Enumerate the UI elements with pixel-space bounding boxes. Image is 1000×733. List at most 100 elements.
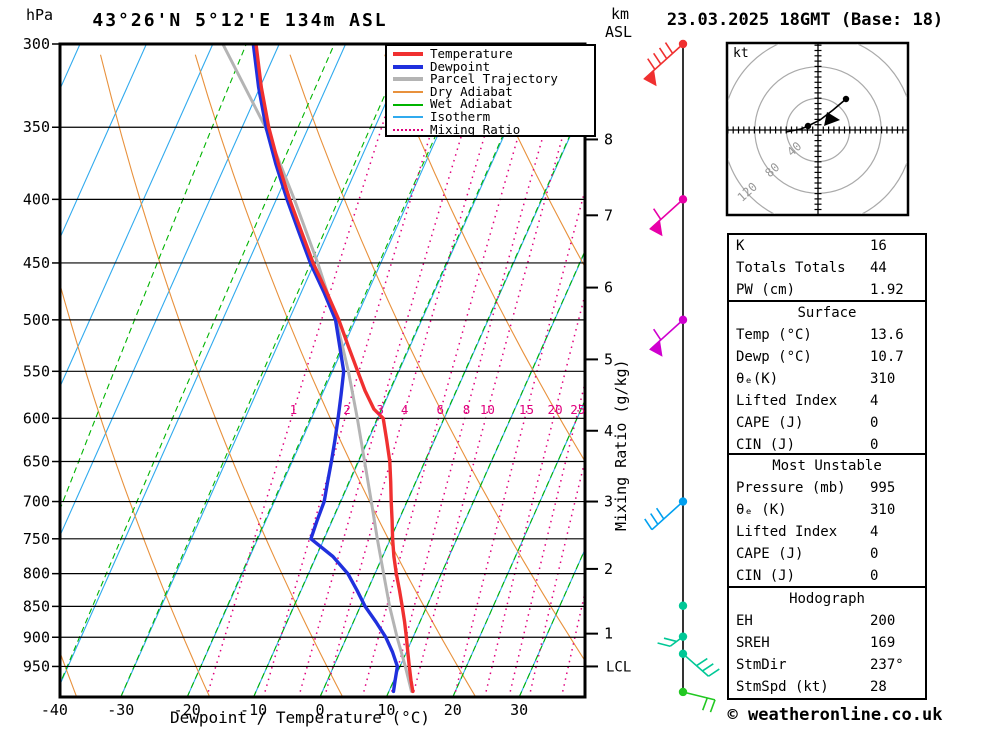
svg-text:-40: -40 — [41, 701, 68, 719]
legend-label: Dewpoint — [430, 58, 491, 74]
legend-label: Wet Adiabat — [430, 96, 513, 112]
svg-text:400: 400 — [23, 190, 50, 208]
table-header: Hodograph — [789, 591, 865, 607]
svg-text:1: 1 — [290, 402, 298, 417]
legend-item: Mixing Ratio — [387, 123, 594, 137]
row-value: 310 — [870, 371, 896, 387]
row-value: 0 — [870, 415, 879, 431]
row-label: CIN (J) — [736, 568, 796, 584]
svg-text:6: 6 — [604, 279, 613, 297]
storm-motion-arrow — [824, 112, 840, 126]
table-row: Lifted Index 4 — [729, 390, 925, 412]
svg-text:300: 300 — [23, 35, 50, 53]
svg-text:10: 10 — [377, 701, 395, 719]
svg-text:20: 20 — [548, 402, 563, 417]
svg-text:500: 500 — [23, 311, 50, 329]
km-axis-unit-label: km — [611, 5, 630, 23]
dewpoint-curve — [251, 44, 400, 694]
row-value: 237° — [870, 657, 904, 673]
dry-adiabats — [60, 54, 585, 697]
legend-label: Dry Adiabat — [430, 83, 513, 99]
legend-item: Dewpoint — [387, 58, 594, 74]
row-value: 4 — [870, 524, 879, 540]
svg-text:30: 30 — [510, 701, 528, 719]
row-label: Lifted Index — [736, 524, 838, 540]
svg-text:10: 10 — [480, 402, 495, 417]
table-row: θₑ(K) 310 — [729, 368, 925, 390]
pressure-tick-labels: 300 350 400 450 500 550 600 650 700 750 800 850 900 9… — [23, 35, 60, 675]
temperature-line-swatch — [393, 52, 423, 57]
row-value: 16 — [870, 238, 887, 254]
table-row: Dewp (°C) 10.7 — [729, 346, 925, 368]
svg-text:-10: -10 — [240, 701, 267, 719]
wet-adiabats — [60, 44, 585, 697]
table-row: Temp (°C) 13.6 — [729, 324, 925, 346]
table-row: CAPE (J) 0 — [729, 412, 925, 434]
legend-label: Isotherm — [430, 109, 491, 125]
svg-text:800: 800 — [23, 565, 50, 583]
isotherms — [60, 44, 585, 697]
wind-barb — [678, 687, 716, 713]
mixing-ratio-lines — [205, 54, 585, 697]
svg-text:8: 8 — [463, 402, 471, 417]
table-row: SREH 169 — [729, 632, 925, 654]
hodograph-unit-label: kt — [733, 46, 749, 61]
table-row: θₑ (K) 310 — [729, 499, 925, 521]
svg-text:2: 2 — [343, 402, 351, 417]
row-label: CIN (J) — [736, 437, 796, 453]
row-value: 1.92 — [870, 282, 904, 298]
plot-border — [58, 42, 587, 699]
svg-text:8: 8 — [604, 130, 613, 148]
most-unstable-table: Most Unstable Pressure (mb) 995 θₑ (K) 310… — [727, 453, 927, 588]
svg-text:900: 900 — [23, 628, 50, 646]
legend-item: Dry Adiabat — [387, 83, 594, 99]
row-label: Totals Totals — [736, 260, 846, 276]
row-value: 28 — [870, 679, 887, 695]
svg-text:950: 950 — [23, 657, 50, 675]
svg-text:450: 450 — [23, 254, 50, 272]
row-value: 0 — [870, 568, 879, 584]
row-value: 10.7 — [870, 349, 904, 365]
hodograph-trace — [785, 98, 847, 133]
legend-label: Parcel Trajectory — [430, 71, 558, 87]
indices-table: K 16 Totals Totals 44 PW (cm) 1.92 — [727, 233, 927, 302]
svg-text:1: 1 — [604, 625, 613, 643]
row-label: CAPE (J) — [736, 415, 804, 431]
svg-text:6: 6 — [437, 402, 445, 417]
svg-text:3: 3 — [604, 493, 613, 511]
svg-text:650: 650 — [23, 453, 50, 471]
row-value: 0 — [870, 546, 879, 562]
mixing-ratio-line-swatch — [393, 128, 423, 131]
dewpoint-line-swatch — [393, 64, 423, 69]
x-axis-title: Dewpoint / Temperature (°C) — [169, 708, 431, 727]
row-label: StmDir — [736, 657, 787, 673]
svg-text:700: 700 — [23, 493, 50, 511]
legend-label: Temperature — [430, 46, 513, 62]
pressure-gridlines — [60, 44, 585, 668]
row-value: 995 — [870, 480, 896, 496]
table-row: CIN (J) 0 — [729, 565, 925, 587]
svg-text:2: 2 — [604, 560, 613, 578]
row-label: Temp (°C) — [736, 327, 812, 343]
row-label: K — [736, 238, 745, 254]
table-row: CIN (J) 0 — [729, 434, 925, 456]
row-value: 4 — [870, 393, 879, 409]
table-header: Most Unstable — [772, 458, 882, 474]
svg-text:25: 25 — [570, 402, 585, 417]
svg-text:5: 5 — [604, 350, 613, 368]
row-label: CAPE (J) — [736, 546, 804, 562]
table-row: K 16 — [729, 235, 925, 257]
legend-box: Temperature Dewpoint Parcel Trajectory D… — [385, 44, 596, 137]
table-row: PW (cm) 1.92 — [729, 279, 925, 301]
row-label: EH — [736, 613, 753, 629]
surface-table: Surface Temp (°C) 13.6 Dewp (°C) 10.7 θₑ(K… — [727, 300, 927, 455]
wind-barb — [678, 649, 720, 677]
copyright-text: © weatheronline.co.uk — [727, 705, 943, 725]
row-value: 169 — [870, 635, 896, 651]
legend-item: Isotherm — [387, 111, 594, 124]
svg-text:-20: -20 — [174, 701, 201, 719]
svg-text:0: 0 — [315, 701, 324, 719]
